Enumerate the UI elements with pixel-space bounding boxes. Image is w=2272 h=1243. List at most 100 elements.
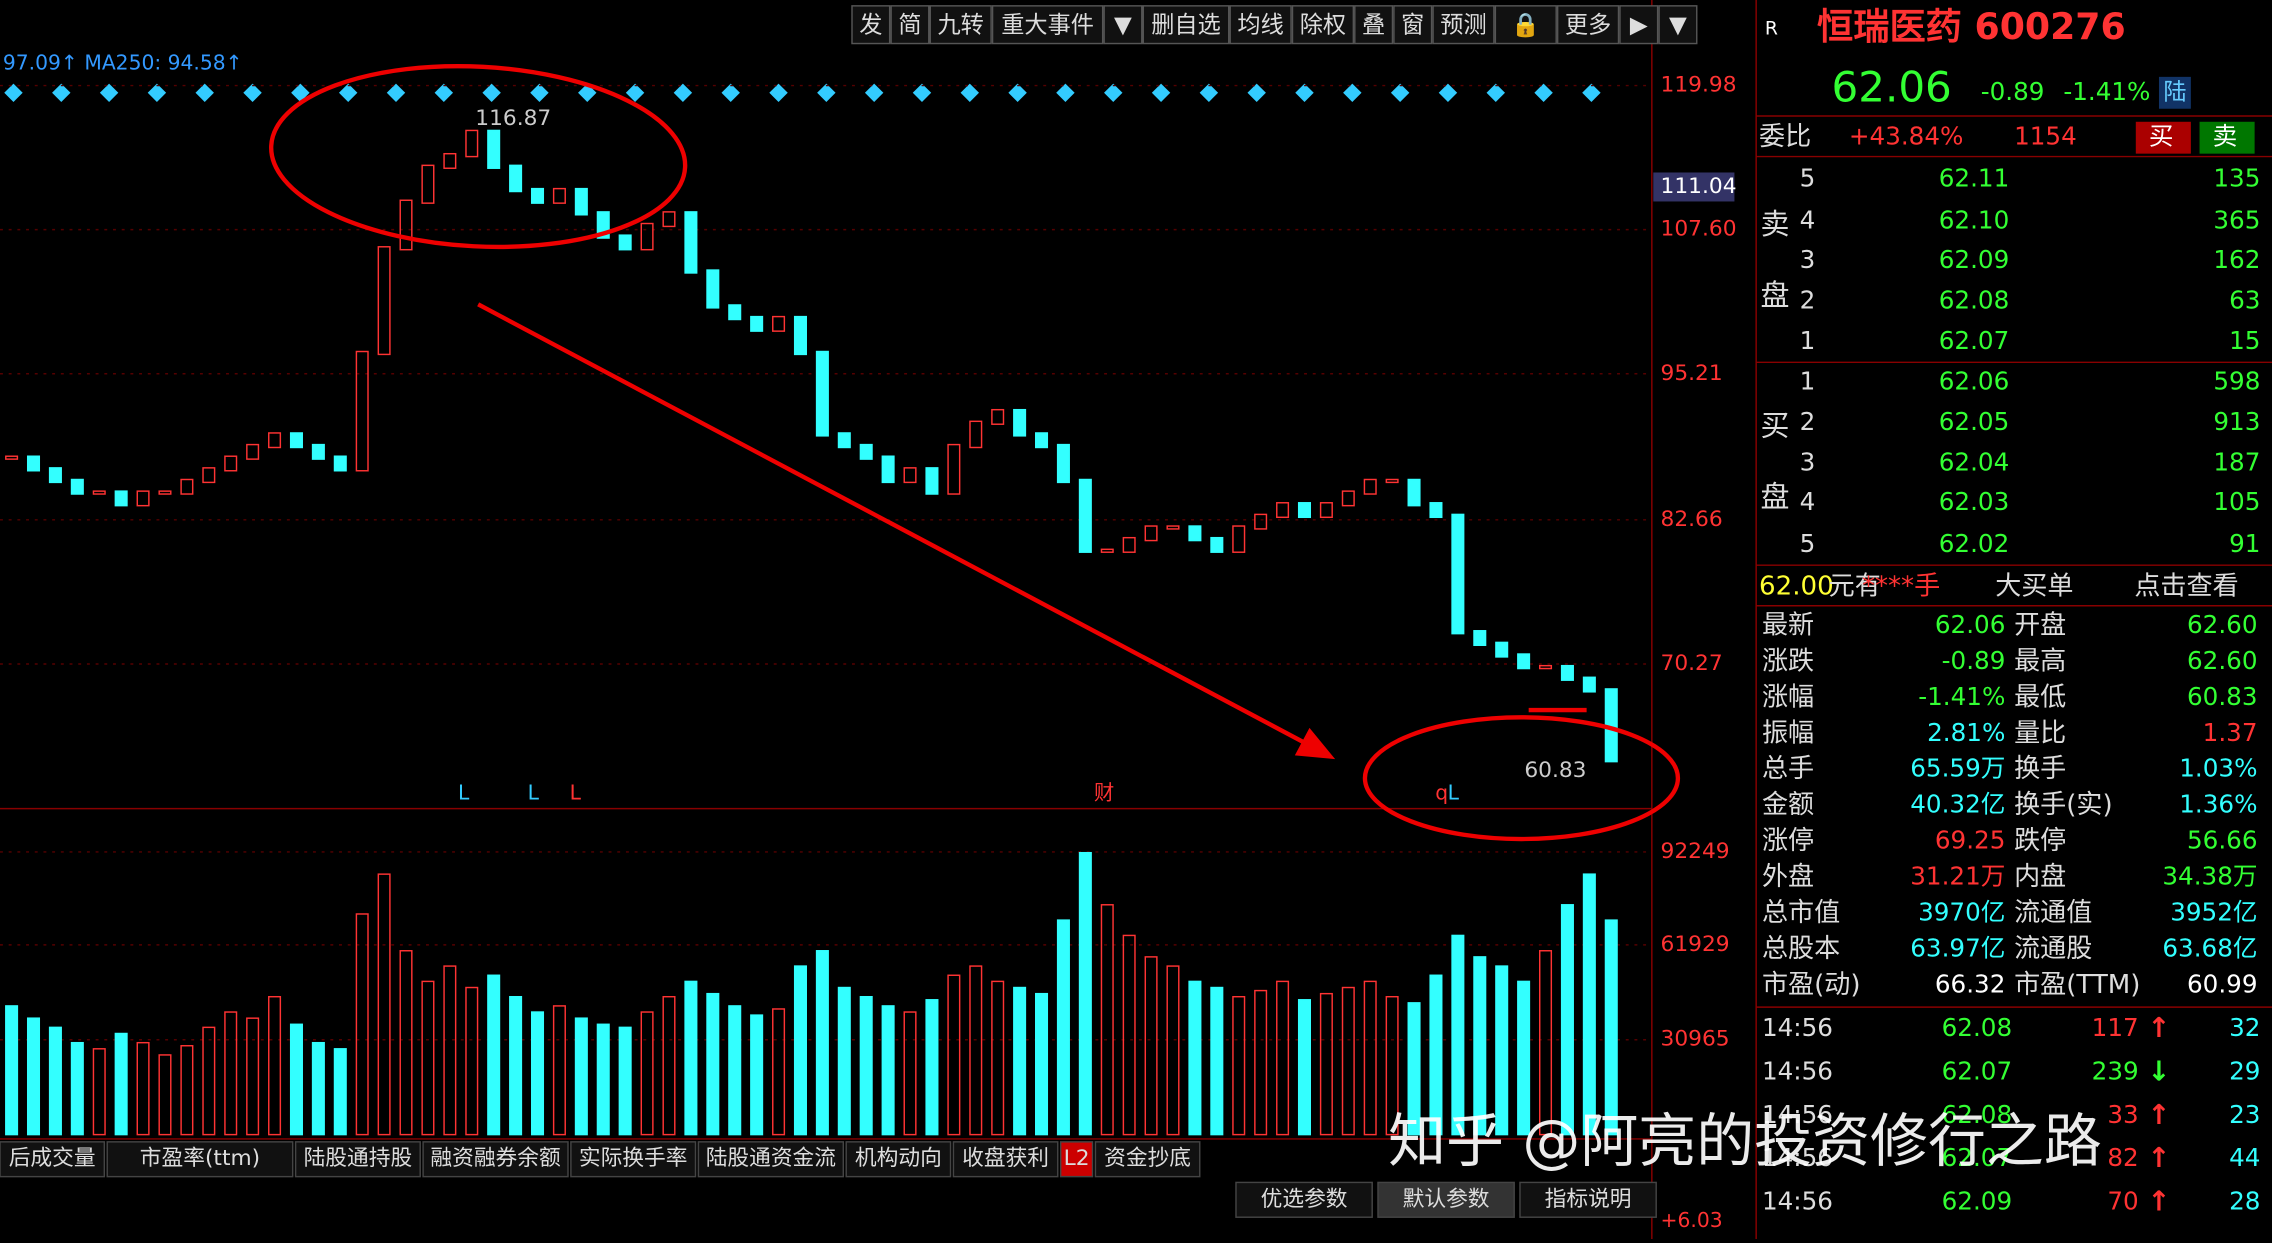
stat-value: 63.97亿	[1910, 933, 2005, 962]
toolbar-button[interactable]	[1658, 5, 1698, 45]
indicator-tab[interactable]	[697, 1141, 845, 1178]
indicator-tab[interactable]	[952, 1141, 1059, 1178]
stat-label: 流通值	[2014, 898, 2092, 928]
toolbar-button[interactable]	[1619, 5, 1659, 45]
indicator-tab[interactable]	[294, 1141, 421, 1178]
volume-bar	[772, 1008, 786, 1136]
tick-arrow: ↑	[2147, 1142, 2170, 1174]
y-tick-label: 119.98	[1661, 73, 1737, 98]
toolbar-button[interactable]	[1142, 5, 1230, 45]
stat-value: 56.66	[2187, 826, 2258, 855]
signal-marker	[99, 83, 119, 103]
toolbar-label: 简	[898, 12, 921, 39]
candle	[224, 455, 238, 472]
side-label: 卖	[1761, 207, 1790, 241]
market-badge	[2158, 76, 2191, 109]
stat-label: 最高	[2014, 646, 2066, 676]
volume-bar	[333, 1048, 347, 1136]
volume-bar	[728, 1005, 742, 1136]
candle	[377, 246, 391, 356]
toolbar-button[interactable]	[851, 5, 891, 45]
volume-bar	[487, 974, 501, 1136]
low-label: 60.83	[1524, 758, 1586, 783]
side-label: 买	[1761, 409, 1790, 443]
tab-label: 指标说明	[1545, 1187, 1632, 1212]
toolbar-label: ▼	[1669, 12, 1687, 39]
stat-label: 最新	[1762, 611, 1814, 641]
tick-volume: 82	[2107, 1143, 2138, 1172]
toolbar-button[interactable]	[1229, 5, 1292, 45]
stat-label: 振幅	[1762, 718, 1814, 748]
param-tab[interactable]	[1519, 1181, 1657, 1218]
candle	[509, 164, 523, 193]
toolbar-button[interactable]	[1494, 5, 1557, 45]
candle	[1582, 676, 1596, 693]
event-marker: L	[528, 781, 540, 805]
volume-bar	[837, 986, 851, 1136]
volume-bar	[684, 980, 698, 1136]
volume-bar	[750, 1014, 764, 1136]
tick-volume: 33	[2107, 1100, 2138, 1129]
last-price: 62.06	[1832, 62, 1952, 111]
tick-volume: 239	[2092, 1056, 2139, 1085]
event-marker: L	[458, 781, 470, 805]
candle	[92, 490, 106, 495]
indicator-tab[interactable]	[422, 1141, 569, 1178]
buy-button[interactable]	[2135, 121, 2191, 154]
candle	[289, 432, 303, 449]
indicator-tab[interactable]	[0, 1141, 106, 1178]
volume-bar	[5, 1005, 19, 1136]
indicator-tab[interactable]	[106, 1141, 294, 1178]
candle	[837, 432, 851, 449]
volume-bar	[1034, 992, 1049, 1136]
param-tab[interactable]	[1235, 1181, 1373, 1218]
volume-bar	[509, 995, 523, 1136]
indicator-tab[interactable]	[570, 1141, 697, 1178]
signal-marker	[1104, 83, 1123, 103]
volume-bar	[355, 913, 369, 1136]
y-tick-label: 30965	[1661, 1027, 1730, 1052]
toolbar-button[interactable]	[991, 5, 1104, 45]
volume-bar	[421, 980, 435, 1136]
toolbar-label: ▶	[1630, 12, 1648, 39]
candle	[1254, 513, 1268, 530]
candle	[202, 467, 216, 484]
toolbar-label: 发	[859, 12, 882, 39]
tick-volume: 117	[2092, 1013, 2139, 1042]
book-price: 62.03	[1939, 487, 2009, 516]
indicator-tab[interactable]	[845, 1141, 952, 1178]
candle	[268, 432, 282, 449]
toolbar-button[interactable]	[929, 5, 992, 45]
volume-bar	[1232, 995, 1246, 1136]
cursor-price: 111.04	[1661, 174, 1737, 199]
event-marker: L	[570, 781, 582, 805]
candle	[399, 199, 413, 251]
toolbar-button[interactable]	[1354, 5, 1394, 45]
candle	[1407, 478, 1421, 507]
indicator-tab[interactable]	[1094, 1141, 1201, 1178]
candle	[969, 420, 983, 449]
tick-time: 14:56	[1762, 1013, 1833, 1042]
sell-button[interactable]	[2199, 121, 2255, 154]
volume-bar	[1363, 980, 1377, 1136]
indicator-tab[interactable]	[1059, 1141, 1094, 1178]
toolbar-button[interactable]	[1291, 5, 1355, 45]
tick-price: 62.08	[1942, 1013, 2012, 1042]
candle	[684, 211, 698, 274]
ratio-label: 委比	[1759, 122, 1811, 152]
volume-bar	[991, 980, 1005, 1136]
toolbar-button[interactable]	[1393, 5, 1433, 45]
toolbar-label: 除权	[1300, 12, 1346, 39]
toolbar-button[interactable]	[1556, 5, 1620, 45]
param-tab[interactable]	[1377, 1181, 1515, 1218]
toolbar-button[interactable]	[1432, 5, 1495, 45]
tick-volume: 70	[2107, 1187, 2138, 1216]
book-price: 62.04	[1939, 448, 2009, 477]
toolbar-button[interactable]	[1103, 5, 1143, 45]
toolbar-button[interactable]	[890, 5, 930, 45]
candle	[1539, 664, 1553, 670]
candle	[1232, 525, 1246, 553]
y-tick-label: 82.66	[1661, 507, 1723, 532]
stat-value: 62.60	[2187, 610, 2258, 639]
volume-bar	[289, 1023, 303, 1136]
